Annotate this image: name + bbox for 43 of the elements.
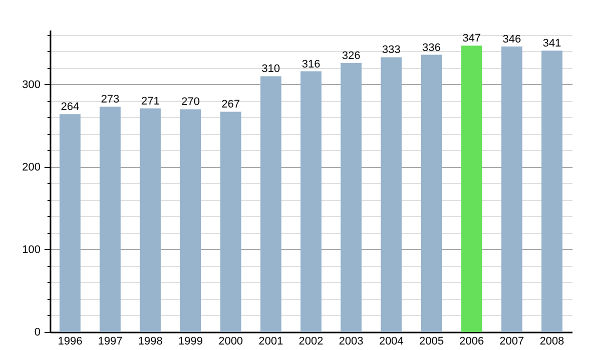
data-label: 326 bbox=[342, 50, 360, 62]
bar bbox=[140, 108, 161, 332]
bar bbox=[300, 71, 322, 332]
bar bbox=[461, 46, 482, 332]
x-tick-label: 2007 bbox=[500, 336, 524, 348]
bar bbox=[60, 114, 81, 332]
data-label: 336 bbox=[422, 42, 441, 54]
x-tick-label: 2000 bbox=[218, 336, 243, 348]
data-label: 333 bbox=[382, 44, 400, 56]
data-label: 270 bbox=[181, 96, 200, 108]
data-label: 346 bbox=[502, 34, 521, 46]
bar bbox=[180, 109, 202, 332]
x-tick-label: 1998 bbox=[138, 336, 163, 348]
data-label: 273 bbox=[101, 94, 120, 106]
bar bbox=[260, 76, 282, 332]
y-tick-label: 0 bbox=[34, 326, 40, 338]
x-tick-label: 2003 bbox=[338, 336, 364, 348]
y-tick-label: 200 bbox=[22, 161, 40, 174]
bar bbox=[340, 63, 362, 332]
data-label: 271 bbox=[141, 95, 160, 108]
data-label: 267 bbox=[222, 98, 240, 111]
x-tick-label: 2008 bbox=[540, 336, 564, 348]
x-tick-label: 2006 bbox=[459, 336, 484, 348]
y-tick-label: 100 bbox=[22, 244, 40, 256]
x-tick-label: 1999 bbox=[178, 336, 203, 348]
bar bbox=[380, 57, 402, 332]
x-tick-label: 1997 bbox=[98, 336, 122, 348]
y-tick-label: 300 bbox=[22, 78, 40, 91]
bar bbox=[220, 112, 242, 332]
bar bbox=[420, 54, 442, 332]
bar bbox=[100, 106, 121, 332]
bar bbox=[541, 50, 562, 332]
x-tick-label: 1996 bbox=[58, 336, 82, 348]
x-tick-label: 2002 bbox=[298, 336, 324, 348]
x-tick-label: 2001 bbox=[258, 336, 284, 348]
x-tick-label: 2005 bbox=[419, 336, 444, 348]
data-label: 264 bbox=[60, 101, 80, 114]
data-label: 310 bbox=[262, 63, 280, 76]
bar bbox=[501, 46, 522, 332]
data-label: 316 bbox=[302, 58, 320, 70]
data-label: 341 bbox=[542, 38, 562, 50]
data-label: 347 bbox=[462, 32, 481, 45]
x-tick-label: 2004 bbox=[379, 336, 404, 348]
